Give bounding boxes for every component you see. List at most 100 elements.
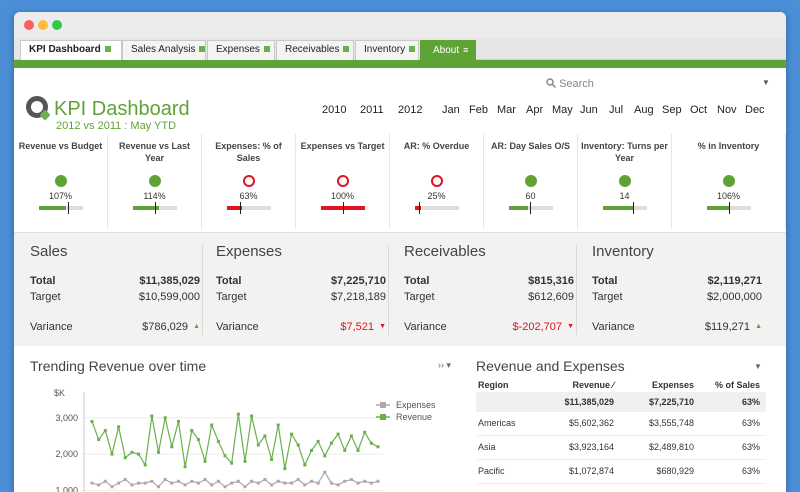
month-jul[interactable]: Jul [609, 104, 624, 116]
data-point-expenses [356, 481, 360, 485]
kpi-tile[interactable]: Expenses: % of Sales 63% [202, 134, 296, 229]
tab-about[interactable]: About ≡ [420, 40, 476, 60]
kpi-status-icon [242, 175, 255, 187]
minimize-window-button[interactable] [38, 20, 48, 30]
search-icon [546, 78, 557, 89]
data-point-expenses [323, 470, 327, 474]
variance-value: $-202,707 [512, 321, 562, 333]
data-point-expenses [283, 481, 287, 485]
table-row[interactable]: Asia $3,923,164 $2,489,810 63% [476, 436, 766, 460]
search-dropdown-icon[interactable]: ▼ [762, 78, 770, 87]
trend-up-icon: ▲ [755, 323, 762, 330]
summary-card-receivables[interactable]: Receivables Total $815,316 Target $612,609 Va… [404, 239, 580, 339]
kpi-bar-fill [602, 206, 635, 210]
chart-options-icon[interactable]: ›› ▾ [438, 360, 452, 370]
kpi-tile[interactable]: Revenue vs Budget 107% [14, 134, 108, 229]
month-jun[interactable]: Jun [580, 104, 598, 116]
month-aug[interactable]: Aug [634, 104, 654, 116]
page-subtitle: 2012 vs 2011 : May YTD [56, 120, 177, 132]
year-2010[interactable]: 2010 [322, 104, 347, 116]
tab-inventory[interactable]: Inventory [355, 40, 419, 60]
close-window-button[interactable] [24, 20, 34, 30]
kpi-tile[interactable]: % in Inventory 106% [672, 134, 786, 229]
data-point-expenses [97, 483, 101, 487]
kpi-status-icon [336, 175, 349, 187]
month-dec[interactable]: Dec [745, 104, 765, 116]
variance-value: $786,029 [142, 321, 188, 333]
maximize-window-button[interactable] [52, 20, 62, 30]
kpi-tile[interactable]: AR: % Overdue 25% [390, 134, 484, 229]
kpi-target-marker [633, 202, 635, 214]
month-may[interactable]: May [552, 104, 573, 116]
data-point-expenses [143, 481, 147, 485]
kpi-value: 114% [143, 191, 166, 201]
kpi-tile[interactable]: AR: Day Sales O/S 60 [484, 134, 578, 229]
kpi-title: Revenue vs Budget [18, 141, 103, 151]
kpi-bar-fill [508, 206, 529, 210]
column-header-pct-sales[interactable]: % of Sales [714, 380, 760, 390]
kpi-tile[interactable]: Inventory: Turns per Year 14 [578, 134, 672, 229]
month-apr[interactable]: Apr [526, 104, 544, 116]
tab-receivables[interactable]: Receivables [276, 40, 354, 60]
legend-marker [380, 414, 386, 420]
data-point-revenue [276, 423, 280, 427]
search-box[interactable]: Search [546, 78, 594, 90]
data-point-revenue [123, 456, 127, 460]
trend-chart: $K 3,000 2,000 1,000 Expenses Revenue [54, 388, 436, 492]
sheet-icon [104, 46, 111, 53]
data-point-expenses [369, 481, 373, 485]
table-row[interactable]: Pacific $1,072,874 $680,929 63% [476, 460, 766, 484]
target-label: Target [592, 291, 623, 303]
variance-label: Variance [30, 321, 73, 333]
data-point-revenue [270, 458, 274, 462]
month-sep[interactable]: Sep [662, 104, 682, 116]
kpi-title: % in Inventory [697, 141, 760, 151]
tab-sales-analysis[interactable]: Sales Analysis [122, 40, 206, 60]
search-placeholder: Search [559, 78, 594, 90]
data-point-revenue [256, 443, 260, 447]
kpi-value: 106% [716, 191, 741, 201]
column-header-region[interactable]: Region [478, 380, 509, 390]
card-title: Inventory [592, 243, 654, 260]
y-tick-label: 3,000 [55, 413, 78, 423]
total-revenue: $11,385,029 [564, 397, 614, 407]
y-tick-label: 2,000 [55, 449, 78, 459]
month-nov[interactable]: Nov [717, 104, 737, 116]
month-jan[interactable]: Jan [442, 104, 460, 116]
data-point-expenses [349, 477, 353, 481]
month-oct[interactable]: Oct [690, 104, 708, 116]
tab-kpi-dashboard[interactable]: KPI Dashboard [20, 40, 122, 60]
legend-label: Revenue [396, 412, 432, 422]
month-feb[interactable]: Feb [469, 104, 488, 116]
summary-card-expenses[interactable]: Expenses Total $7,225,710 Target $7,218,189 V… [216, 239, 392, 339]
y-tick-label: 1,000 [55, 485, 78, 492]
data-point-revenue [309, 448, 313, 452]
table-total-row: $11,385,029 $7,225,710 63% [476, 392, 766, 412]
year-2011[interactable]: 2011 [360, 104, 384, 116]
month-mar[interactable]: Mar [497, 104, 516, 116]
kpi-value: 25% [427, 191, 446, 201]
target-value: $7,218,189 [330, 291, 386, 303]
revenue-cell: $5,602,362 [568, 418, 614, 428]
tab-expenses[interactable]: Expenses [207, 40, 275, 60]
tab-label: KPI Dashboard [29, 44, 101, 55]
year-2012[interactable]: 2012 [398, 104, 423, 116]
summary-card-inventory[interactable]: Inventory Total $2,119,271 Target $2,000,000… [592, 239, 768, 339]
column-header-revenue[interactable]: Revenue ⁄ [572, 380, 614, 390]
sheet-icon [343, 46, 350, 53]
kpi-tile[interactable]: Revenue vs Last Year 114% [108, 134, 202, 229]
table-row[interactable]: Americas $5,602,362 $3,555,748 63% [476, 412, 766, 436]
summary-panel: Sales Total $11,385,029 Target $10,599,000 Va… [14, 232, 786, 346]
kpi-value: 60 [525, 191, 536, 201]
total-label: Total [30, 275, 56, 287]
data-point-expenses [256, 481, 260, 485]
kpi-tile[interactable]: Expenses vs Target 100% [296, 134, 390, 229]
summary-card-sales[interactable]: Sales Total $11,385,029 Target $10,599,000 Va… [30, 239, 206, 339]
data-point-expenses [203, 477, 207, 481]
column-header-expenses[interactable]: Expenses [651, 380, 694, 390]
data-point-expenses [336, 483, 340, 487]
kpi-value: 63% [239, 191, 258, 201]
header-accent-bar [14, 60, 786, 68]
table-options-icon[interactable]: ▼ [754, 362, 762, 371]
kpi-bar-fill [38, 206, 66, 210]
